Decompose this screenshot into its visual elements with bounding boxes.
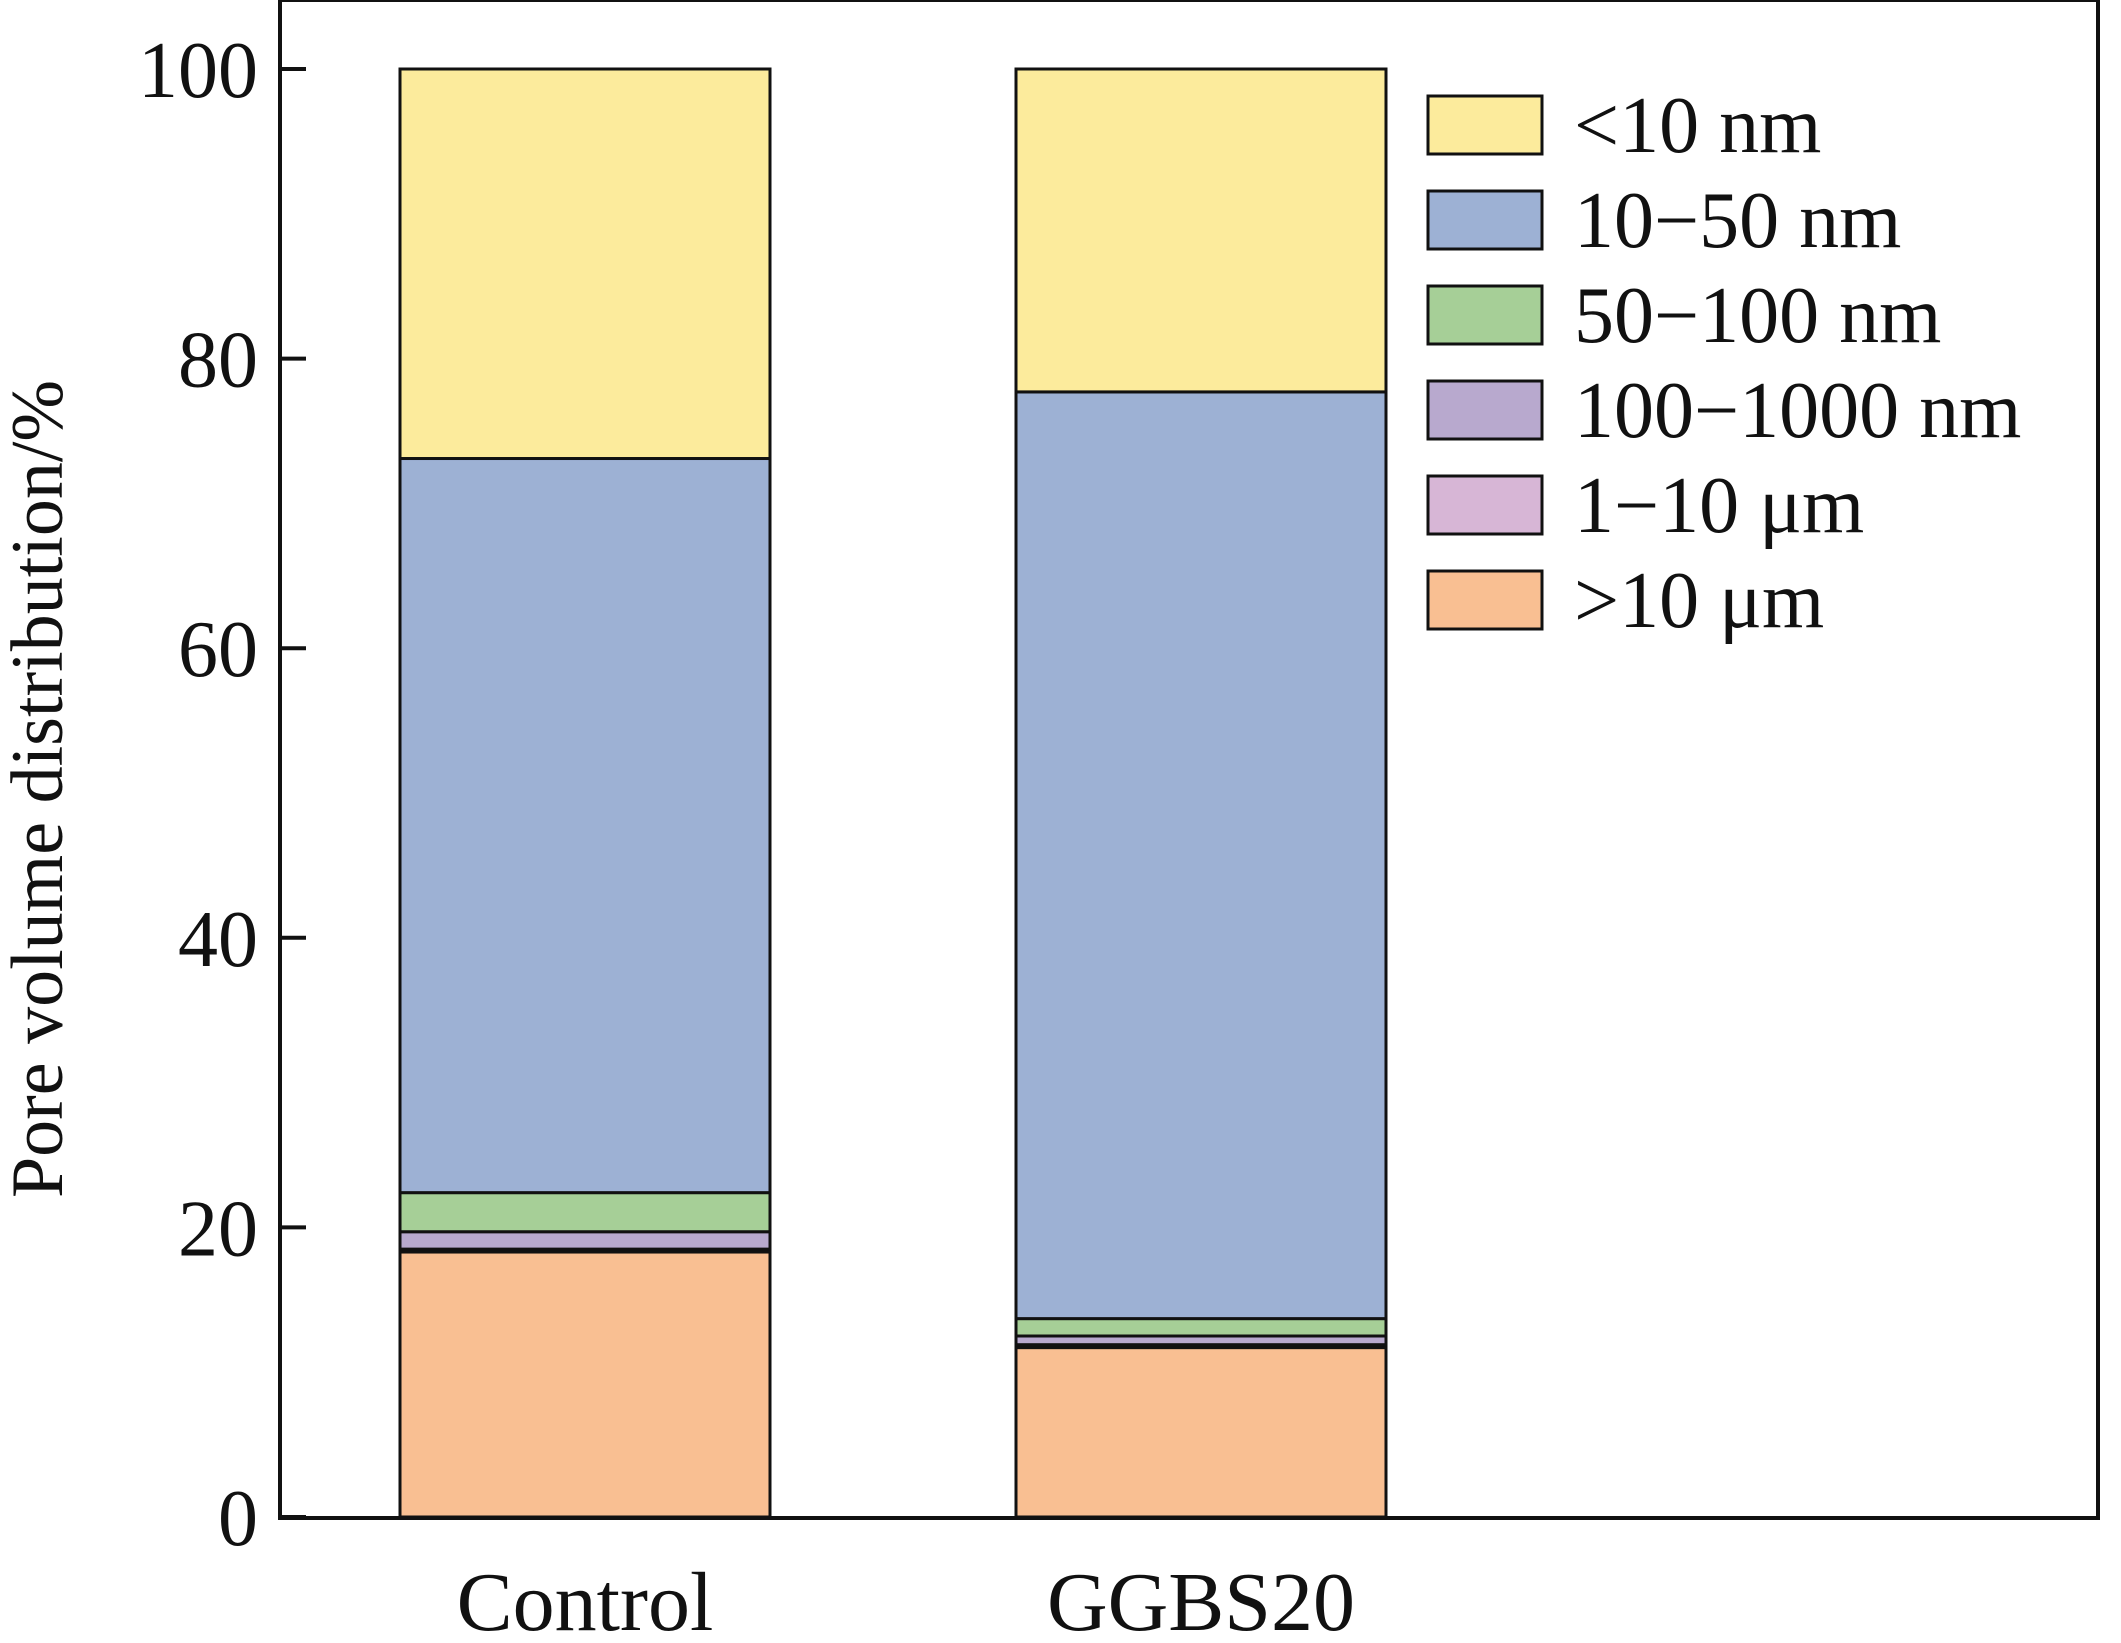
legend-label: 100−1000 nm (1574, 367, 2021, 455)
bar-segment (398, 1191, 772, 1234)
y-tick-label: 60 (178, 606, 258, 694)
plot-frame (278, 0, 2100, 1520)
x-category-label: Control (457, 1556, 714, 1643)
y-tick-label: 100 (138, 27, 258, 115)
legend-swatch (1426, 94, 1544, 156)
categories-layer: Control GGBS20 (457, 1556, 1355, 1643)
bar-segment (398, 67, 772, 461)
legend-label: 1−10 μm (1574, 462, 1864, 550)
legend-swatch (1426, 474, 1544, 536)
y-tick-label: 40 (178, 896, 258, 984)
bar-segment (1014, 67, 1388, 394)
y-tick-label: 0 (218, 1475, 258, 1563)
bar-segment (1014, 1317, 1388, 1338)
y-axis-title: Pore volume distribution/% (0, 380, 79, 1198)
legend-swatch (1426, 189, 1544, 251)
legend-swatch (1426, 379, 1544, 441)
legend-swatch (1426, 569, 1544, 631)
bar-segment (1014, 390, 1388, 1321)
ticks-layer: 0 20 40 60 80 100 (138, 27, 306, 1563)
x-category-label: GGBS20 (1047, 1556, 1355, 1643)
bar-segment (398, 1230, 772, 1251)
legend-label: <10 nm (1574, 82, 1821, 170)
bar-segment (398, 1250, 772, 1519)
legend-swatch (1426, 284, 1544, 346)
legend-label: >10 μm (1574, 557, 1824, 645)
bars-layer (398, 67, 1388, 1519)
legend-label: 10−50 nm (1574, 177, 1901, 265)
bar-segment (1014, 1346, 1388, 1519)
legend-label: 50−100 nm (1574, 272, 1941, 360)
y-tick-label: 80 (178, 317, 258, 405)
y-tick-label: 20 (178, 1185, 258, 1273)
axes-layer (278, 0, 2100, 1520)
bar-segment (398, 457, 772, 1195)
